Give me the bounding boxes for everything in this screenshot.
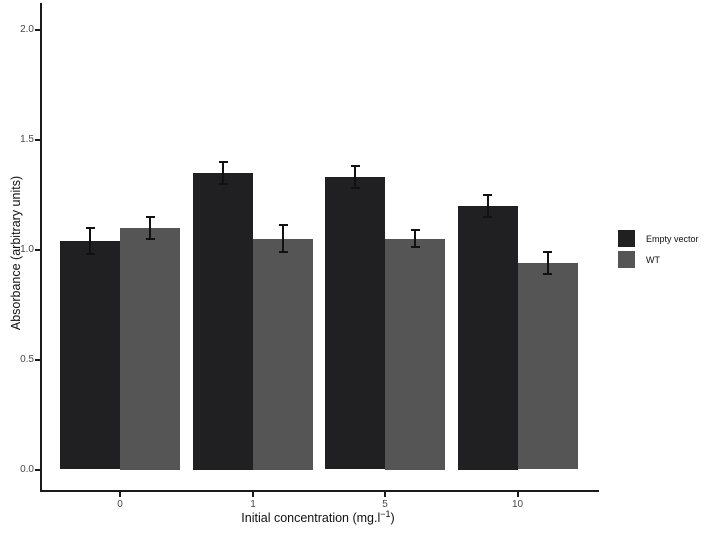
error-bar-line (546, 251, 549, 274)
legend-swatch (618, 251, 635, 268)
bar-empty-vector (457, 205, 518, 470)
error-bar-line (354, 165, 356, 188)
y-tick-label: 2.0 (20, 23, 34, 35)
y-tick-mark (35, 139, 40, 141)
x-tick-mark (252, 492, 254, 497)
error-bar-cap-top (483, 193, 492, 196)
error-bar-line (149, 216, 151, 239)
error-bar-cap-bottom (278, 250, 288, 253)
error-bar-line (222, 161, 224, 184)
y-axis-line (40, 3, 42, 492)
legend-label: Empty vector (646, 233, 699, 244)
y-tick-mark (35, 249, 40, 251)
legend: Empty vector WT (618, 230, 699, 268)
bar-empty-vector (193, 172, 253, 470)
error-bar-cap-bottom (483, 215, 492, 218)
x-axis-line (40, 490, 599, 492)
x-axis-title-superscript: −1 (380, 509, 391, 519)
bar-wt (120, 227, 180, 470)
x-tick-mark (384, 492, 386, 497)
error-bar-cap-top (350, 164, 360, 167)
legend-item: WT (618, 251, 699, 268)
error-bar-cap-top (218, 160, 228, 163)
error-bar-line (414, 229, 416, 248)
x-tick-label: 10 (511, 499, 524, 510)
bar-wt (253, 238, 313, 470)
y-tick-mark (35, 359, 40, 361)
x-axis-title-text: Initial concentration (mg.l (241, 511, 381, 526)
x-axis-title: Initial concentration (mg.l−1) (118, 509, 518, 525)
error-bar-cap-bottom (145, 237, 155, 240)
error-bar-cap-top (278, 224, 288, 227)
error-bar-line (89, 227, 91, 254)
bar-empty-vector (325, 176, 385, 470)
error-bar-cap-top (543, 250, 552, 253)
y-tick-label: 1.0 (20, 243, 34, 255)
x-tick-label: 0 (117, 499, 123, 510)
error-bar-cap-bottom (218, 182, 228, 185)
bar-wt (385, 238, 445, 470)
x-tick-label: 5 (382, 499, 388, 510)
bar-empty-vector (60, 240, 120, 470)
y-tick-label: 1.5 (20, 133, 34, 145)
legend-item: Empty vector (618, 230, 699, 247)
error-bar-cap-bottom (410, 246, 420, 249)
legend-swatch (618, 230, 635, 247)
error-bar-cap-top (145, 215, 155, 218)
x-tick-mark (119, 492, 121, 497)
y-tick-mark (35, 469, 40, 471)
x-axis-title-suffix: ) (390, 511, 395, 526)
error-bar-cap-bottom (350, 186, 360, 189)
x-tick-label: 1 (250, 499, 256, 510)
y-tick-label: 0.5 (20, 353, 34, 365)
legend-label: WT (646, 254, 660, 265)
y-tick-mark (35, 29, 40, 31)
error-bar-cap-bottom (85, 252, 95, 255)
bar-wt (517, 262, 578, 470)
error-bar-line (486, 194, 489, 217)
error-bar-cap-top (85, 226, 95, 229)
error-bar-cap-top (410, 228, 420, 231)
x-tick-mark (516, 492, 519, 497)
error-bar-line (282, 225, 284, 252)
y-tick-label: 0.0 (20, 463, 34, 475)
error-bar-cap-bottom (543, 272, 552, 275)
